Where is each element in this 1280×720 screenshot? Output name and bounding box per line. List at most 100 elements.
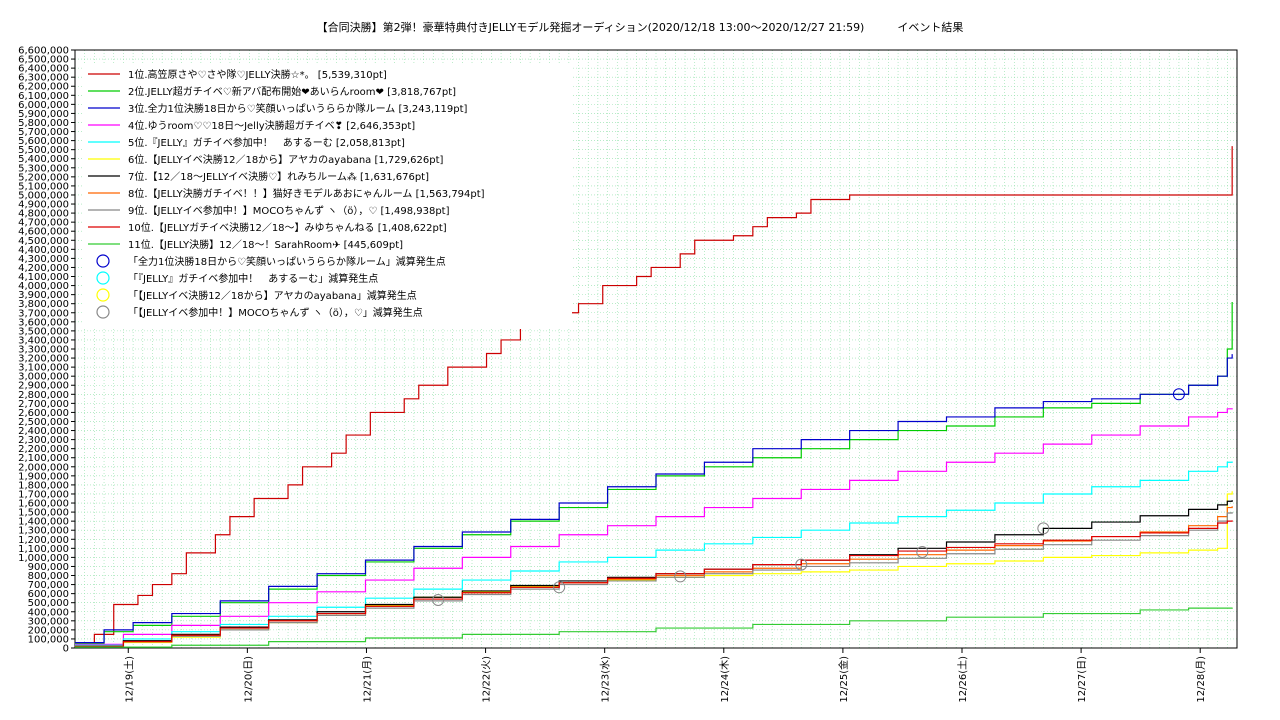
series-line-3: [75, 354, 1233, 644]
y-tick-label: 4,500,000: [18, 236, 69, 247]
legend-marker-2: [96, 271, 110, 285]
series-line-6: [75, 491, 1233, 647]
y-tick-label: 5,500,000: [18, 145, 69, 156]
y-tick-label: 3,000,000: [18, 372, 69, 383]
legend-annotation-label-3: 「【JELLYイベ決勝12／18から】アヤカのayabana」減算発生点: [128, 289, 417, 302]
y-tick-label: 3,600,000: [18, 317, 69, 328]
y-tick-label: 4,600,000: [18, 227, 69, 238]
y-tick-label: 4,200,000: [18, 263, 69, 274]
y-tick-label: 600,000: [28, 589, 69, 600]
y-tick-label: 5,900,000: [18, 109, 69, 120]
y-tick-label: 5,100,000: [18, 181, 69, 192]
x-tick-label: 12/21(月): [361, 656, 373, 703]
legend-label-9: 9位.【JELLYイベ参加中！】MOCOちゃんず ヽ（ö），♡ [1,498,9…: [128, 204, 450, 217]
y-tick-label: 2,700,000: [18, 399, 69, 410]
series-line-8: [75, 506, 1233, 647]
y-tick-label: 400,000: [28, 607, 69, 618]
legend-label-4: 4位.ゆうroom♡♡18日〜Jelly決勝超ガチイベ❣ [2,646,353p…: [128, 119, 415, 132]
y-tick-label: 6,400,000: [18, 64, 69, 75]
legend-label-3: 3位.全力1位決勝18日から♡笑顔いっぱいうららか隊ルーム [3,243,119…: [128, 102, 468, 115]
x-tick-label: 12/24(木): [719, 656, 731, 703]
annotation-point-4: [432, 593, 445, 606]
y-tick-label: 5,700,000: [18, 127, 69, 138]
y-tick-label: 700,000: [28, 580, 69, 591]
y-tick-label: 6,200,000: [18, 82, 69, 93]
legend-label-6: 6位.【JELLYイベ決勝12／18から】アヤカのayabana [1,729,…: [128, 153, 444, 166]
y-tick-label: 5,000,000: [18, 190, 69, 201]
y-tick-label: 5,600,000: [18, 136, 69, 147]
y-tick-label: 4,400,000: [18, 245, 69, 256]
x-tick-label: 12/28(月): [1195, 656, 1207, 703]
legend-label-11: 11位.【JELLY決勝】12／18〜！SarahRoom✈ [445,609p…: [128, 238, 403, 251]
y-tick-label: 5,800,000: [18, 118, 69, 129]
x-tick-label: 12/26(土): [956, 656, 969, 703]
y-tick-label: 1,900,000: [18, 471, 69, 482]
y-tick-label: 6,000,000: [18, 100, 69, 111]
annotation-point-4: [916, 545, 929, 558]
series-line-4: [75, 408, 1233, 645]
y-tick-label: 3,800,000: [18, 299, 69, 310]
y-tick-label: 5,300,000: [18, 163, 69, 174]
y-tick-label: 2,200,000: [18, 444, 69, 455]
y-tick-label: 2,500,000: [18, 417, 69, 428]
y-tick-label: 2,800,000: [18, 390, 69, 401]
y-tick-label: 1,200,000: [18, 535, 69, 546]
legend-label-7: 7位.【12／18〜JELLYイベ決勝♡】れみちルーム⁂ [1,631,676p…: [128, 170, 429, 183]
y-tick-label: 3,700,000: [18, 308, 69, 319]
y-tick-label: 200,000: [28, 625, 69, 636]
y-tick-label: 2,100,000: [18, 453, 69, 464]
y-tick-label: 4,700,000: [18, 218, 69, 229]
legend-marker-3: [96, 288, 110, 302]
y-tick-label: 6,500,000: [18, 55, 69, 66]
y-tick-label: 1,300,000: [18, 526, 69, 537]
y-tick-label: 4,100,000: [18, 272, 69, 283]
annotation-point-4: [795, 558, 808, 571]
legend-annotation-label-2: 「『JELLY』ガチイベ参加中！ あするーむ」減算発生点: [128, 272, 378, 285]
y-tick-label: 5,200,000: [18, 172, 69, 183]
y-tick-label: 1,400,000: [18, 517, 69, 528]
annotation-point-4: [553, 581, 566, 594]
y-tick-label: 0: [63, 644, 69, 655]
legend-annotation-label-4: 「【JELLYイベ参加中！】MOCOちゃんず ヽ（ö），♡」減算発生点: [128, 306, 423, 319]
legend-marker-1: [96, 254, 110, 268]
y-tick-label: 300,000: [28, 616, 69, 627]
y-tick-label: 4,800,000: [18, 209, 69, 220]
y-tick-label: 3,300,000: [18, 345, 69, 356]
x-tick-label: 12/19(土): [122, 656, 135, 703]
y-tick-label: 3,100,000: [18, 363, 69, 374]
y-tick-label: 3,400,000: [18, 335, 69, 346]
y-tick-label: 1,500,000: [18, 508, 69, 519]
y-tick-label: 900,000: [28, 562, 69, 573]
y-tick-label: 4,000,000: [18, 281, 69, 292]
legend-label-1: 1位.高笠原さや♡さや隊♡JELLY決勝☆*。 [5,539,310pt]: [128, 68, 387, 81]
y-tick-label: 500,000: [28, 598, 69, 609]
y-tick-label: 1,000,000: [18, 553, 69, 564]
series-line-2: [75, 301, 1233, 645]
y-tick-label: 1,700,000: [18, 489, 69, 500]
y-tick-label: 6,100,000: [18, 91, 69, 102]
x-tick-label: 12/22(火): [481, 656, 493, 703]
series-line-5: [75, 461, 1233, 646]
y-tick-label: 1,600,000: [18, 499, 69, 510]
annotation-point-1: [1172, 388, 1185, 401]
legend-label-5: 5位.『JELLY』ガチイベ参加中！ あするーむ [2,058,813pt]: [128, 136, 405, 149]
x-tick-label: 12/20(日): [243, 656, 254, 703]
y-tick-label: 1,100,000: [18, 544, 69, 555]
y-tick-label: 6,300,000: [18, 73, 69, 84]
chart-title: 【合同決勝】第2弾！豪華特典付きJELLYモデル発掘オーディション(2020/1…: [316, 21, 964, 34]
y-tick-label: 2,600,000: [18, 408, 69, 419]
y-tick-label: 2,400,000: [18, 426, 69, 437]
legend-label-2: 2位.JELLY超ガチイベ♡新アバ配布開始❤あいらんroom❤ [3,818,7…: [128, 85, 456, 98]
legend-annotation-label-1: 「全力1位決勝18日から♡笑顔いっぱいうららか隊ルーム」減算発生点: [128, 255, 446, 268]
x-tick-label: 12/27(日): [1077, 656, 1088, 703]
legend-label-8: 8位.【JELLY決勝ガチイベ！！】猫好きモデルあおにゃんルーム [1,563,…: [128, 187, 485, 200]
annotation-point-4: [674, 570, 687, 583]
y-tick-label: 4,900,000: [18, 200, 69, 211]
y-tick-label: 1,800,000: [18, 480, 69, 491]
legend-box: [82, 64, 572, 329]
y-tick-label: 2,000,000: [18, 462, 69, 473]
y-tick-label: 6,600,000: [18, 46, 69, 57]
y-tick-label: 800,000: [28, 571, 69, 582]
x-tick-label: 12/23(水): [600, 656, 612, 703]
x-tick-label: 12/25(金): [837, 656, 850, 703]
